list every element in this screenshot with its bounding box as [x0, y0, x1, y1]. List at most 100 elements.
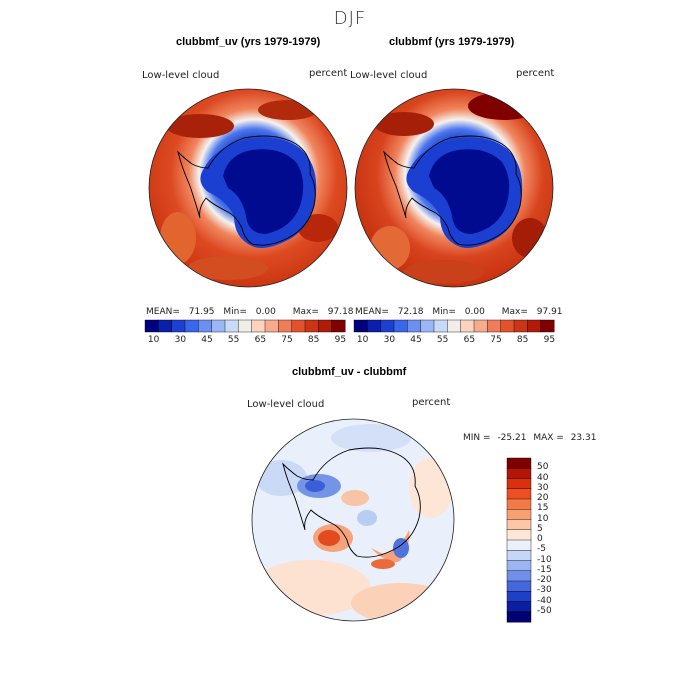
colorbar-tick-label: -50 [537, 605, 552, 616]
colorbar-tick-label: 95 [334, 335, 347, 345]
colorbar-swatch [447, 319, 462, 333]
colorbar-swatch [433, 319, 448, 333]
antarctica-coastline [282, 447, 421, 558]
colorbar-swatch [238, 319, 253, 333]
colorbar-tick-label: 30 [174, 335, 187, 345]
diff-panel-stats: MIN = -25.21 MAX = 23.31 [463, 433, 596, 443]
colorbar-swatch [224, 319, 239, 333]
colorbar-tick-label: 15 [537, 503, 549, 514]
colorbar-tick-label: -20 [537, 575, 552, 585]
colorbar-swatch [211, 319, 226, 333]
max-value: 97.91 [536, 307, 563, 317]
colorbar-swatch [506, 591, 532, 603]
colorbar-tick-label: 55 [436, 335, 449, 345]
min-value: 0.00 [255, 307, 276, 317]
left-panel-title: clubbmf_uv (yrs 1979-1979) [176, 36, 321, 48]
colorbar-swatch [506, 539, 532, 551]
min-value: -25.21 [497, 433, 527, 443]
colorbar-tick-label: -40 [537, 595, 552, 606]
diff-panel-title: clubbmf_uv - clubbmf [292, 366, 407, 378]
max-label: Max= [501, 307, 528, 317]
colorbar-swatch [506, 560, 532, 572]
right-panel-units: percent [516, 68, 555, 79]
colorbar-swatch [506, 478, 532, 490]
colorbar-tick-label: 30 [383, 335, 396, 345]
colorbar-swatch [506, 601, 532, 613]
colorbar-tick-label: 50 [537, 462, 549, 473]
high-cloud-patch [468, 92, 540, 120]
diff-panel-field-label: Low-level cloud [247, 399, 325, 410]
colorbar-swatch [420, 319, 435, 333]
colorbar-tick-label: 10 [537, 513, 549, 524]
colorbar-swatch [540, 319, 555, 333]
colorbar-swatch [380, 319, 395, 333]
colorbar-swatch [171, 319, 186, 333]
colorbar-swatch [367, 319, 382, 333]
colorbar-tick-label: -15 [537, 564, 552, 575]
colorbar-tick-label: 10 [356, 335, 369, 345]
colorbar-swatch [318, 319, 333, 333]
colorbar-tick-label: 10 [147, 335, 160, 345]
colorbar-tick-label: 30 [537, 482, 549, 493]
min-value: 0.00 [464, 307, 485, 317]
colorbar-tick-label: 65 [463, 335, 476, 345]
colorbar-swatch [506, 550, 532, 562]
colorbar-tick-label: 45 [410, 335, 422, 345]
colorbar-swatch [506, 468, 532, 480]
max-value: 23.31 [570, 433, 597, 443]
left-colorbar [144, 319, 346, 333]
colorbar-tick-label: 55 [227, 335, 240, 345]
colorbar-tick-label: -5 [537, 544, 546, 555]
colorbar-tick-label: 75 [490, 335, 502, 345]
colorbar-tick-label: 40 [537, 472, 549, 483]
colorbar-swatch [407, 319, 422, 333]
colorbar-swatch [506, 570, 532, 582]
colorbar-tick-label: 75 [281, 335, 293, 345]
colorbar-tick-label: -30 [537, 585, 552, 596]
colorbar-tick-label: 95 [543, 335, 556, 345]
diff-colorbar [506, 457, 532, 623]
right-polar-map [354, 88, 554, 288]
min-label: Min= [223, 307, 247, 317]
max-label: MAX = [533, 433, 564, 443]
left-panel-field-label: Low-level cloud [142, 70, 220, 81]
colorbar-swatch [393, 319, 408, 333]
min-label: Min= [432, 307, 456, 317]
colorbar-swatch [184, 319, 199, 333]
colorbar-swatch [198, 319, 213, 333]
mean-label: MEAN= [355, 307, 389, 317]
colorbar-tick-label: 85 [307, 335, 320, 345]
mean-value: 72.18 [397, 307, 424, 317]
right-panel-stats: MEAN= 72.18 Min= 0.00 Max= 97.91 [355, 307, 563, 317]
colorbar-tick-label: 20 [537, 493, 549, 503]
colorbar-swatch [506, 529, 532, 541]
mean-value: 71.95 [188, 307, 215, 317]
left-polar-map [148, 88, 348, 288]
colorbar-swatch [527, 319, 542, 333]
colorbar-swatch [331, 319, 346, 333]
max-value: 97.18 [327, 307, 354, 317]
colorbar-swatch [506, 580, 532, 592]
max-label: Max= [292, 307, 319, 317]
colorbar-tick-label: 65 [254, 335, 267, 345]
colorbar-swatch [487, 319, 502, 333]
colorbar-swatch [304, 319, 319, 333]
colorbar-swatch [158, 319, 173, 333]
colorbar-swatch [251, 319, 266, 333]
right-panel-field-label: Low-level cloud [350, 70, 428, 81]
colorbar-swatch [500, 319, 515, 333]
colorbar-tick-label: 0 [537, 534, 543, 544]
diff-panel-units: percent [412, 397, 451, 408]
left-panel-stats: MEAN= 71.95 Min= 0.00 Max= 97.18 [146, 307, 354, 317]
colorbar-swatch [460, 319, 475, 333]
colorbar-swatch [506, 519, 532, 531]
min-label: MIN = [463, 433, 491, 443]
colorbar-swatch [264, 319, 279, 333]
colorbar-swatch [144, 319, 159, 333]
colorbar-tick-label: 85 [516, 335, 529, 345]
colorbar-swatch [506, 457, 532, 469]
high-cloud-patch [166, 114, 234, 138]
colorbar-swatch [506, 509, 532, 521]
figure-title: DJF [333, 8, 367, 29]
left-panel-units: percent [309, 68, 348, 79]
